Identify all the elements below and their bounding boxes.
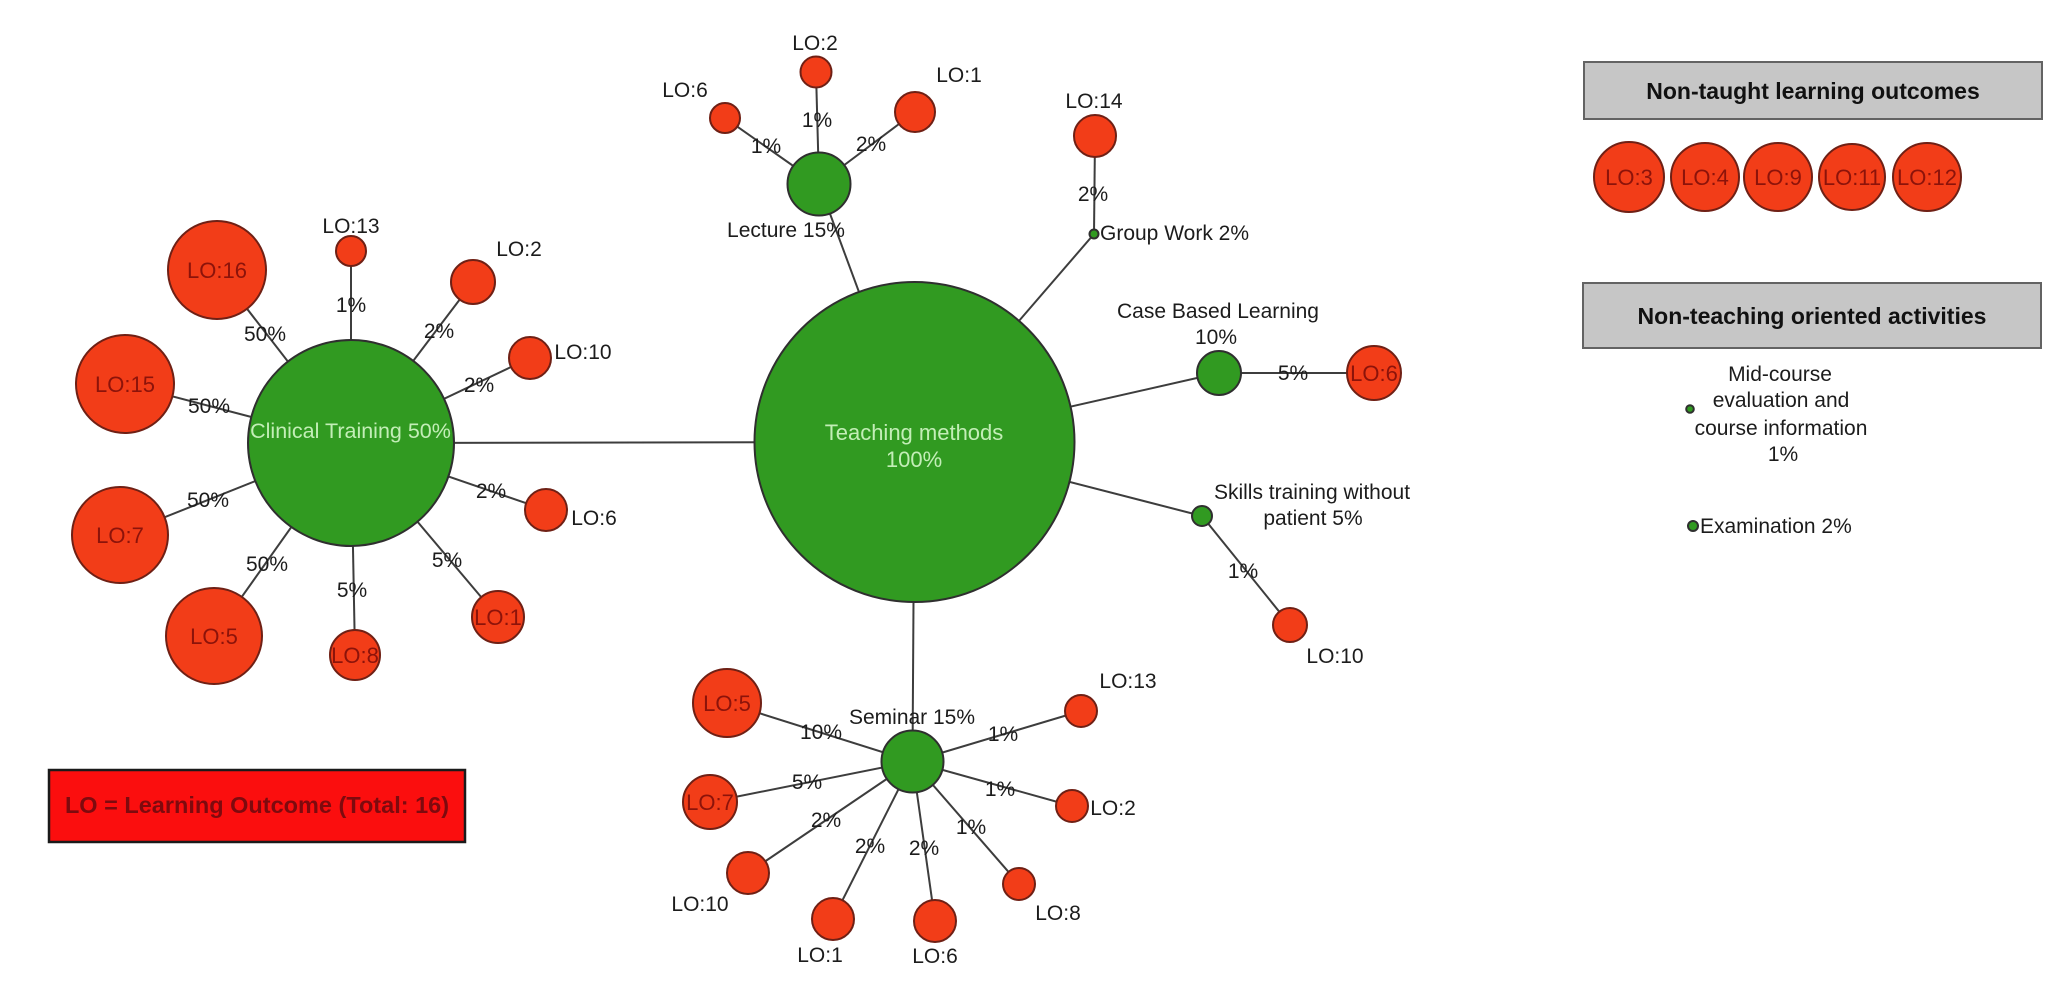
svg-text:2%: 2% xyxy=(464,374,494,397)
svg-text:LO:13: LO:13 xyxy=(1099,670,1156,693)
svg-text:LO:7: LO:7 xyxy=(96,523,144,548)
svg-text:Skills training without: Skills training without xyxy=(1214,481,1410,504)
svg-text:LO:4: LO:4 xyxy=(1681,165,1729,190)
svg-text:Lecture 15%: Lecture 15% xyxy=(727,219,845,242)
svg-text:Mid-course: Mid-course xyxy=(1728,363,1832,386)
svg-text:5%: 5% xyxy=(792,771,822,794)
svg-text:evaluation and: evaluation and xyxy=(1713,389,1850,412)
svg-text:1%: 1% xyxy=(336,294,366,317)
svg-text:LO:10: LO:10 xyxy=(671,893,728,916)
svg-text:LO:1: LO:1 xyxy=(797,944,843,967)
svg-text:LO:9: LO:9 xyxy=(1754,165,1802,190)
svg-text:1%: 1% xyxy=(956,816,986,839)
svg-text:LO:14: LO:14 xyxy=(1065,90,1123,113)
svg-text:LO:5: LO:5 xyxy=(703,691,751,716)
svg-text:1%: 1% xyxy=(988,723,1018,746)
svg-text:LO:2: LO:2 xyxy=(792,32,838,55)
svg-text:LO:10: LO:10 xyxy=(554,341,611,364)
svg-text:LO:15: LO:15 xyxy=(95,372,155,397)
svg-text:50%: 50% xyxy=(246,553,288,576)
svg-text:LO:6: LO:6 xyxy=(1350,361,1398,386)
svg-text:Examination 2%: Examination 2% xyxy=(1700,515,1852,538)
svg-text:10%: 10% xyxy=(1195,326,1237,349)
svg-text:50%: 50% xyxy=(188,395,230,418)
svg-text:50%: 50% xyxy=(244,323,286,346)
svg-text:LO:11: LO:11 xyxy=(1823,165,1881,190)
svg-text:2%: 2% xyxy=(811,809,841,832)
svg-text:LO:2: LO:2 xyxy=(1090,797,1136,820)
svg-text:2%: 2% xyxy=(856,133,886,156)
svg-text:LO:12: LO:12 xyxy=(1897,165,1957,190)
svg-text:2%: 2% xyxy=(855,835,885,858)
svg-text:2%: 2% xyxy=(476,480,506,503)
svg-text:Seminar 15%: Seminar 15% xyxy=(849,706,975,729)
svg-text:2%: 2% xyxy=(424,320,454,343)
svg-text:Teaching methods: Teaching methods xyxy=(825,420,1004,445)
svg-text:LO:8: LO:8 xyxy=(1035,902,1081,925)
svg-text:LO:1: LO:1 xyxy=(474,605,522,630)
svg-text:LO:1: LO:1 xyxy=(936,64,982,87)
svg-text:Clinical Training 50%: Clinical Training 50% xyxy=(250,419,451,443)
svg-text:LO:10: LO:10 xyxy=(1306,645,1363,668)
svg-text:5%: 5% xyxy=(432,549,462,572)
svg-text:10%: 10% xyxy=(800,721,842,744)
svg-text:100%: 100% xyxy=(886,447,942,472)
svg-text:5%: 5% xyxy=(337,579,367,602)
svg-text:LO:8: LO:8 xyxy=(331,643,379,668)
svg-text:Non-teaching oriented activiti: Non-teaching oriented activities xyxy=(1638,303,1987,329)
svg-text:LO:3: LO:3 xyxy=(1605,165,1653,190)
svg-text:1%: 1% xyxy=(1228,560,1258,583)
svg-text:LO:7: LO:7 xyxy=(686,790,734,815)
svg-text:LO:5: LO:5 xyxy=(190,624,238,649)
svg-text:1%: 1% xyxy=(985,778,1015,801)
svg-text:2%: 2% xyxy=(1078,183,1108,206)
svg-text:1%: 1% xyxy=(751,135,781,158)
svg-text:LO:6: LO:6 xyxy=(662,79,708,102)
svg-text:50%: 50% xyxy=(187,489,229,512)
svg-text:2%: 2% xyxy=(909,837,939,860)
svg-text:LO:6: LO:6 xyxy=(912,945,958,968)
svg-text:Case Based Learning: Case Based Learning xyxy=(1117,300,1319,323)
svg-text:1%: 1% xyxy=(1768,443,1798,466)
svg-text:course information: course information xyxy=(1695,417,1868,440)
svg-text:LO:2: LO:2 xyxy=(496,238,542,261)
svg-text:patient 5%: patient 5% xyxy=(1263,507,1362,530)
svg-text:LO:6: LO:6 xyxy=(571,507,617,530)
svg-text:1%: 1% xyxy=(802,109,832,132)
svg-text:LO:13: LO:13 xyxy=(322,215,379,238)
svg-text:Group Work 2%: Group Work 2% xyxy=(1100,222,1249,245)
svg-text:LO:16: LO:16 xyxy=(187,258,247,283)
svg-text:LO = Learning Outcome (Total:: LO = Learning Outcome (Total: 16) xyxy=(65,792,449,818)
svg-text:5%: 5% xyxy=(1278,362,1308,385)
svg-text:Non-taught learning outcomes: Non-taught learning outcomes xyxy=(1646,78,1980,104)
